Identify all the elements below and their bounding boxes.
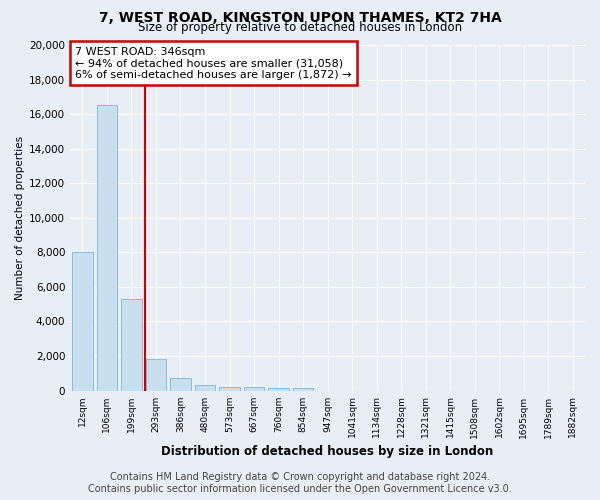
X-axis label: Distribution of detached houses by size in London: Distribution of detached houses by size … [161, 444, 494, 458]
Bar [121, 299, 142, 390]
Text: Contains HM Land Registry data © Crown copyright and database right 2024.
Contai: Contains HM Land Registry data © Crown c… [88, 472, 512, 494]
Text: Size of property relative to detached houses in London: Size of property relative to detached ho… [138, 22, 462, 35]
Bar [244, 388, 265, 390]
Bar [170, 378, 191, 390]
Bar [72, 252, 93, 390]
Text: 7, WEST ROAD, KINGSTON UPON THAMES, KT2 7HA: 7, WEST ROAD, KINGSTON UPON THAMES, KT2 … [98, 11, 502, 25]
Y-axis label: Number of detached properties: Number of detached properties [15, 136, 25, 300]
Bar [293, 388, 313, 390]
Text: 7 WEST ROAD: 346sqm
← 94% of detached houses are smaller (31,058)
6% of semi-det: 7 WEST ROAD: 346sqm ← 94% of detached ho… [76, 46, 352, 80]
Bar [194, 386, 215, 390]
Bar [97, 106, 118, 391]
Bar [268, 388, 289, 390]
Bar [146, 360, 166, 390]
Bar [219, 387, 240, 390]
